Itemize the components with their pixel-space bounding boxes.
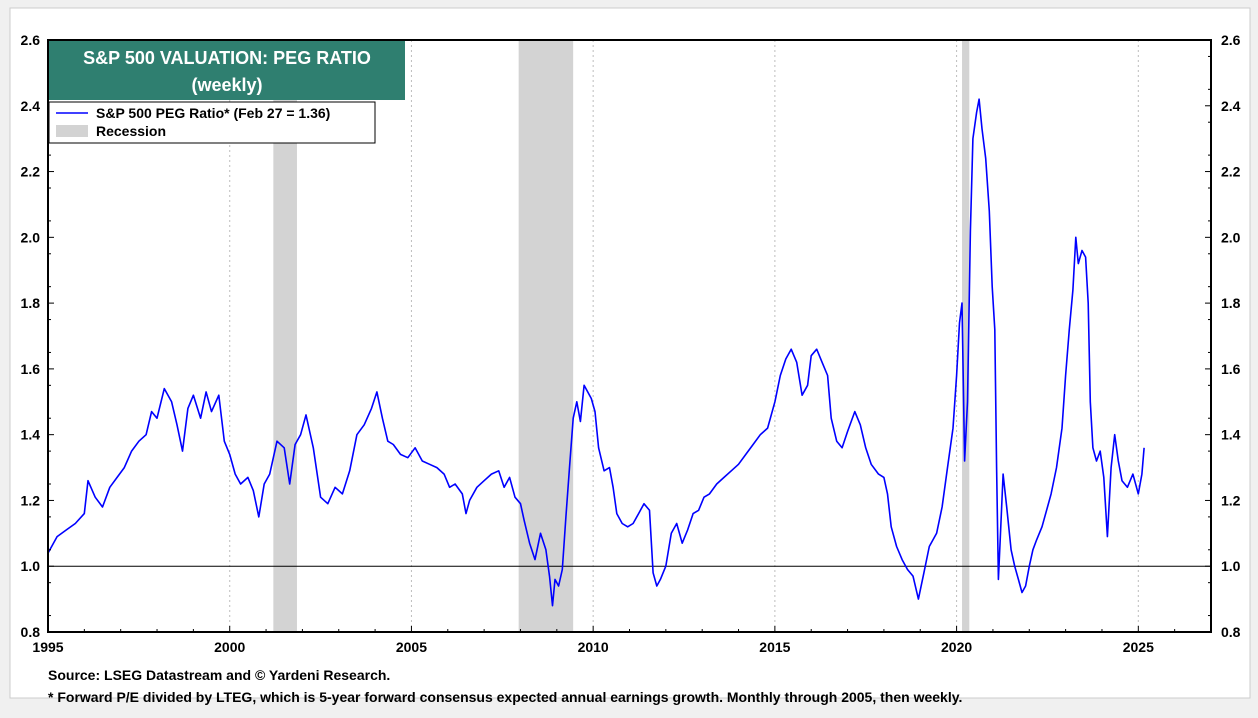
- y-tick-label-right: 1.8: [1221, 295, 1241, 311]
- x-tick-label: 2005: [396, 639, 427, 655]
- legend: S&P 500 PEG Ratio* (Feb 27 = 1.36) Reces…: [48, 101, 376, 144]
- footnote: * Forward P/E divided by LTEG, which is …: [48, 689, 962, 705]
- peg-ratio-series-line: [47, 98, 1145, 607]
- x-tick-label: 2015: [759, 639, 790, 655]
- grid-lines: [229, 40, 1139, 632]
- y-tick-label-left: 1.2: [21, 492, 41, 508]
- source-note: Source: LSEG Datastream and © Yardeni Re…: [48, 667, 390, 683]
- y-tick-label-left: 1.4: [21, 427, 41, 443]
- legend-swatch-recession: [56, 125, 88, 137]
- y-tick-label-right: 2.2: [1221, 164, 1241, 180]
- x-tick-label: 1995: [32, 639, 63, 655]
- title-box: S&P 500 VALUATION: PEG RATIO (weekly): [49, 41, 405, 100]
- y-tick-label-right: 2.6: [1221, 32, 1241, 48]
- recession-band-3: [962, 40, 970, 632]
- x-tick-label: 2025: [1123, 639, 1154, 655]
- y-tick-label-right: 0.8: [1221, 624, 1241, 640]
- chart-title: S&P 500 VALUATION: PEG RATIO: [83, 48, 371, 68]
- recession-band-1: [273, 40, 297, 632]
- axis-ticks: 0.8 0.8 1.0 1.0 1.2 1.2 1.4 1.4 1.6 1.6 1.8 1.8 2.0 2…: [21, 32, 1241, 655]
- y-tick-label-right: 1.4: [1221, 427, 1241, 443]
- x-tick-label: 2000: [214, 639, 245, 655]
- chart-subtitle: (weekly): [191, 75, 262, 95]
- legend-entry-recession: Recession: [96, 123, 166, 139]
- x-tick-label: 2010: [578, 639, 609, 655]
- y-tick-label-left: 2.2: [21, 164, 41, 180]
- title-background: [49, 41, 405, 100]
- y-tick-label-left: 2.6: [21, 32, 41, 48]
- y-tick-label-left: 1.0: [21, 558, 41, 574]
- y-tick-label-right: 1.6: [1221, 361, 1241, 377]
- y-tick-label-left: 2.0: [21, 229, 41, 245]
- recession-band-2: [518, 40, 574, 632]
- y-tick-label-right: 2.0: [1221, 229, 1241, 245]
- y-tick-label-left: 1.8: [21, 295, 41, 311]
- y-tick-label-left: 1.6: [21, 361, 41, 377]
- y-tick-label-right: 1.2: [1221, 492, 1241, 508]
- y-tick-label-right: 2.4: [1221, 98, 1241, 114]
- y-tick-label-left: 0.8: [21, 624, 41, 640]
- y-tick-label-left: 2.4: [21, 98, 41, 114]
- y-tick-label-right: 1.0: [1221, 558, 1241, 574]
- legend-entry-peg: S&P 500 PEG Ratio* (Feb 27 = 1.36): [96, 105, 330, 121]
- x-tick-label: 2020: [941, 639, 972, 655]
- legend-box: [48, 101, 376, 144]
